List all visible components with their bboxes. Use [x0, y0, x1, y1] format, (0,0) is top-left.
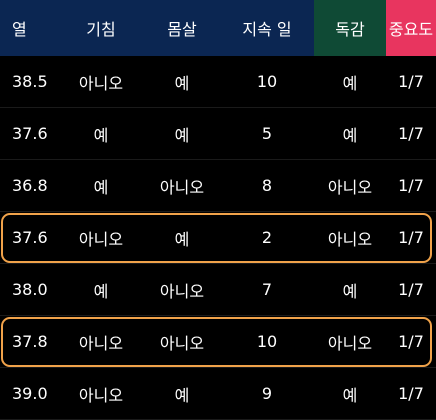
cell-importance: 1/7: [398, 72, 424, 91]
header-duration-days: 지속 일: [220, 0, 314, 56]
table-row: 37.8 아니오 아니오 10 아니오 1/7: [0, 316, 436, 368]
cell-flu: 예: [342, 385, 358, 405]
cell-fever: 37.6: [12, 228, 48, 247]
cell-cough: 아니오: [78, 385, 124, 405]
cell-body-ache: 예: [174, 73, 190, 93]
cell-importance: 1/7: [398, 384, 424, 403]
table-row: 38.0 예 아니오 7 예 1/7: [0, 264, 436, 316]
table-row: 38.5 아니오 예 10 예 1/7: [0, 56, 436, 108]
cell-body-ache: 아니오: [159, 333, 205, 353]
cell-cough: 예: [93, 177, 109, 197]
cell-fever: 38.0: [12, 280, 48, 299]
cell-fever: 36.8: [12, 176, 48, 195]
table-row: 37.6 예 예 5 예 1/7: [0, 108, 436, 160]
cell-duration: 5: [261, 124, 273, 143]
header-fever: 열: [0, 0, 58, 56]
cell-duration: 9: [261, 384, 273, 403]
cell-fever: 39.0: [12, 384, 48, 403]
cell-body-ache: 아니오: [159, 281, 205, 301]
header-importance: 중요도: [386, 0, 436, 56]
cell-cough: 아니오: [78, 73, 124, 93]
cell-importance: 1/7: [398, 124, 424, 143]
table-row: 37.6 아니오 예 2 아니오 1/7: [0, 212, 436, 264]
cell-flu: 아니오: [327, 177, 373, 197]
cell-flu: 예: [342, 281, 358, 301]
cell-duration: 10: [256, 332, 278, 351]
cell-duration: 7: [261, 280, 273, 299]
cell-cough: 아니오: [78, 229, 124, 249]
cell-fever: 38.5: [12, 72, 48, 91]
cell-duration: 2: [261, 228, 273, 247]
cell-body-ache: 예: [174, 229, 190, 249]
cell-flu: 아니오: [327, 229, 373, 249]
cell-importance: 1/7: [398, 176, 424, 195]
cell-body-ache: 예: [174, 125, 190, 145]
cell-body-ache: 예: [174, 385, 190, 405]
cell-cough: 예: [93, 281, 109, 301]
table-row: 39.0 아니오 예 9 예 1/7: [0, 368, 436, 420]
cell-flu: 예: [342, 73, 358, 93]
cell-duration: 10: [256, 72, 278, 91]
cell-fever: 37.8: [12, 332, 48, 351]
table-row: 36.8 예 아니오 8 아니오 1/7: [0, 160, 436, 212]
cell-cough: 아니오: [78, 333, 124, 353]
header-cough: 기침: [58, 0, 144, 56]
cell-body-ache: 아니오: [159, 177, 205, 197]
cell-importance: 1/7: [398, 280, 424, 299]
cell-fever: 37.6: [12, 124, 48, 143]
cell-duration: 8: [261, 176, 273, 195]
header-flu: 독감: [314, 0, 386, 56]
cell-importance: 1/7: [398, 228, 424, 247]
header-body-ache: 몸살: [144, 0, 220, 56]
cell-importance: 1/7: [398, 332, 424, 351]
cell-flu: 예: [342, 125, 358, 145]
cell-cough: 예: [93, 125, 109, 145]
cell-flu: 아니오: [327, 333, 373, 353]
table-header: 열 기침 몸살 지속 일 독감 중요도: [0, 0, 436, 56]
